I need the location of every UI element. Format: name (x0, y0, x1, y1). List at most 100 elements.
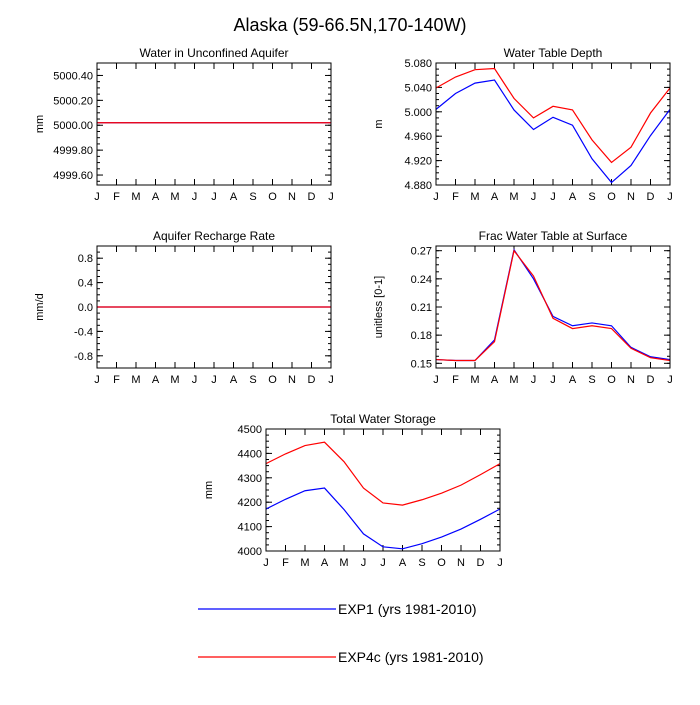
x-tick-label: F (452, 374, 459, 386)
x-tick-label: A (152, 374, 160, 386)
series-line-exp1 (265, 487, 501, 550)
plot-frame (265, 428, 501, 552)
x-tick-label: D (308, 191, 316, 203)
x-tick-label: N (457, 557, 465, 569)
x-tick-label: O (437, 557, 446, 569)
x-tick-label: J (531, 191, 537, 203)
y-axis-label: unitless [0-1] (373, 276, 385, 338)
y-tick-label: 0.27 (411, 246, 432, 258)
y-tick-label: 5.080 (404, 58, 432, 70)
x-tick-label: J (550, 191, 556, 203)
x-tick-label: A (152, 191, 160, 203)
x-tick-label: M (509, 191, 518, 203)
x-tick-label: J (94, 374, 100, 386)
series-line-exp1 (435, 248, 671, 362)
x-tick-label: J (667, 374, 673, 386)
y-tick-label: 4.920 (404, 156, 432, 168)
legend-label-exp4c: EXP4c (yrs 1981-2010) (338, 649, 484, 665)
y-axis-label: mm (203, 481, 215, 499)
x-tick-label: N (627, 374, 635, 386)
x-tick-label: O (607, 374, 616, 386)
y-tick-label: 0.18 (411, 330, 432, 342)
x-tick-label: D (647, 374, 655, 386)
x-tick-label: M (470, 191, 479, 203)
y-tick-label: 4200 (238, 497, 262, 509)
y-tick-label: 4300 (238, 473, 262, 485)
y-tick-label: 0.0 (78, 302, 93, 314)
chart-title: Frac Water Table at Surface (479, 229, 628, 243)
x-tick-label: D (647, 191, 655, 203)
legend-label-exp1: EXP1 (yrs 1981-2010) (338, 601, 477, 617)
chart-fwt: Frac Water Table at Surface unitless [0-1… (373, 229, 673, 386)
plot-frame (96, 245, 332, 369)
series-line-exp4c (435, 67, 671, 164)
y-axis-label: mm (34, 115, 46, 133)
x-tick-label: J (361, 557, 367, 569)
x-tick-label: N (288, 191, 296, 203)
y-tick-label: 5000.40 (53, 70, 93, 82)
x-tick-label: F (282, 557, 289, 569)
x-tick-label: A (230, 374, 238, 386)
y-tick-label: 5000.20 (53, 95, 93, 107)
x-tick-label: J (433, 191, 439, 203)
x-tick-label: S (588, 191, 595, 203)
y-tick-label: 0.21 (411, 302, 432, 314)
y-axis-label: m (373, 119, 385, 128)
y-tick-label: -0.4 (74, 326, 93, 338)
x-tick-label: J (211, 191, 217, 203)
x-tick-label: S (418, 557, 425, 569)
y-tick-label: 0.24 (411, 274, 432, 286)
x-tick-label: S (588, 374, 595, 386)
y-tick-label: 4000 (238, 546, 262, 558)
x-tick-label: J (380, 557, 386, 569)
x-tick-label: D (308, 374, 316, 386)
x-tick-label: A (230, 191, 238, 203)
y-tick-label: 4999.80 (53, 145, 93, 157)
y-tick-label: 4100 (238, 522, 262, 534)
y-tick-label: -0.8 (74, 351, 93, 363)
y-tick-label: 0.4 (78, 278, 93, 290)
x-tick-label: J (94, 191, 100, 203)
x-tick-label: A (569, 191, 577, 203)
x-tick-label: O (607, 191, 616, 203)
y-tick-label: 5000.00 (53, 120, 93, 132)
x-tick-label: M (131, 374, 140, 386)
series-line-exp4c (265, 441, 501, 506)
y-tick-label: 4500 (238, 424, 262, 436)
legend: EXP1 (yrs 1981-2010) EXP4c (yrs 1981-2010… (198, 601, 484, 665)
x-tick-label: A (321, 557, 329, 569)
plot-frame (435, 62, 671, 186)
x-tick-label: J (667, 191, 673, 203)
x-tick-label: A (491, 374, 499, 386)
x-tick-label: J (328, 191, 334, 203)
x-tick-label: J (531, 374, 537, 386)
x-tick-label: S (249, 191, 256, 203)
x-tick-label: J (263, 557, 269, 569)
x-tick-label: J (550, 374, 556, 386)
x-tick-label: N (288, 374, 296, 386)
y-tick-label: 5.040 (404, 82, 432, 94)
x-tick-label: M (339, 557, 348, 569)
x-tick-label: N (627, 191, 635, 203)
x-tick-label: F (113, 191, 120, 203)
x-tick-label: A (399, 557, 407, 569)
x-tick-label: M (170, 374, 179, 386)
chart-title: Total Water Storage (330, 412, 436, 426)
plot-frame (435, 245, 671, 369)
y-tick-label: 4400 (238, 448, 262, 460)
x-tick-label: J (497, 557, 503, 569)
x-tick-label: J (211, 374, 217, 386)
y-axis-label: mm/d (34, 293, 46, 321)
x-tick-label: J (192, 191, 198, 203)
series-line-exp1 (435, 79, 671, 184)
x-tick-label: F (452, 191, 459, 203)
x-tick-label: A (569, 374, 577, 386)
y-tick-label: 4.960 (404, 131, 432, 143)
y-tick-label: 0.15 (411, 358, 432, 370)
